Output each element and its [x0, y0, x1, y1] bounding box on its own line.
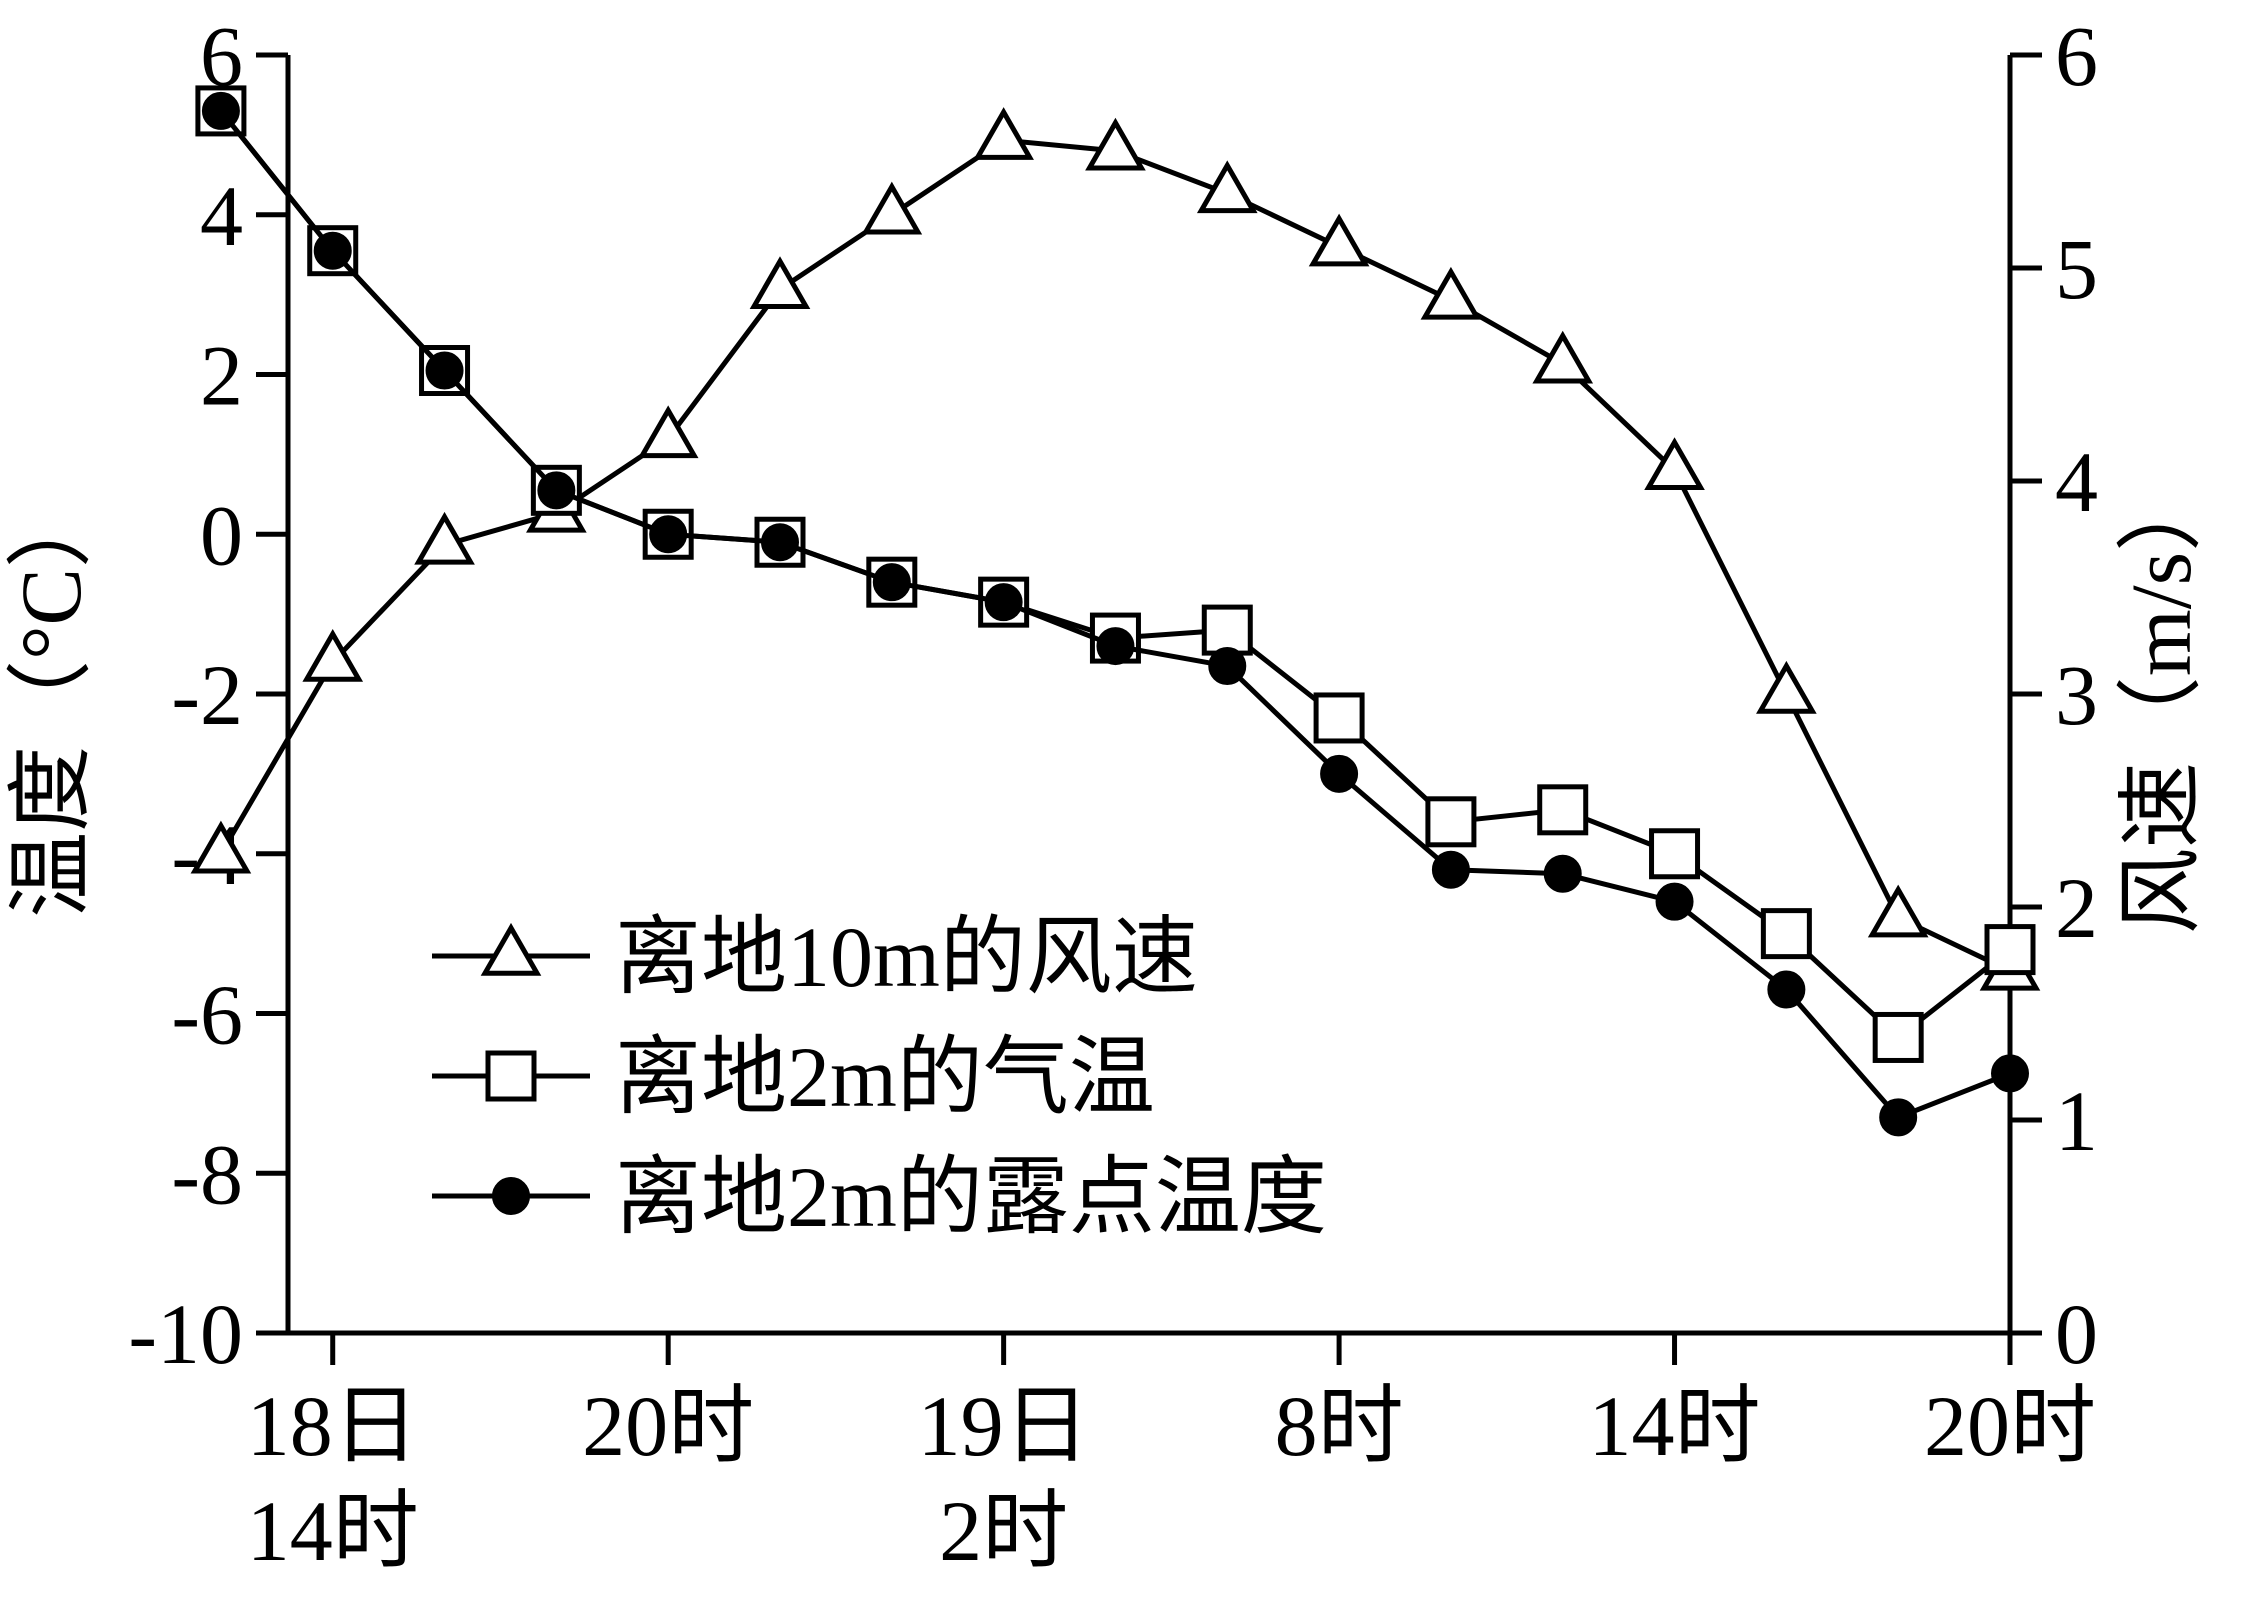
x-tick-label: 8时 — [1275, 1378, 1404, 1474]
data-point — [1201, 604, 1253, 656]
y-tick-label-right: 5 — [2055, 221, 2098, 317]
data-point — [1308, 213, 1370, 267]
data-point — [1532, 330, 1594, 384]
data-point — [1543, 854, 1582, 893]
legend-entry: 离地2m的气温 — [432, 1029, 1155, 1125]
data-point — [190, 820, 252, 874]
legend-label: 离地2m的气温 — [615, 1029, 1155, 1125]
y-axis-title-left: 温度（°C） — [3, 482, 99, 918]
data-point — [201, 91, 240, 130]
data-point — [302, 628, 364, 682]
ticks: 6420-2-4-6-8-10654321018日14时20时19日2时8时14… — [128, 8, 2098, 1579]
data-point — [1984, 924, 2036, 976]
axes — [285, 55, 2013, 1336]
x-tick-label: 14时 — [247, 1483, 419, 1579]
y-tick-label-right: 2 — [2055, 860, 2098, 956]
legend-marker — [480, 922, 542, 976]
data-point — [1313, 692, 1365, 744]
x-tick-label: 14时 — [1589, 1378, 1761, 1474]
y-tick-label-right: 6 — [2055, 8, 2098, 104]
y-tick-label-left: -8 — [171, 1126, 243, 1222]
data-point — [537, 471, 576, 510]
y-tick-label-left: -6 — [171, 967, 243, 1063]
series — [190, 85, 2041, 1137]
data-point — [425, 351, 464, 390]
y-axis-title-right: 风速（m/s） — [2113, 466, 2209, 934]
series-dew-point-2m — [201, 91, 2029, 1137]
y-tick-label-left: 0 — [200, 487, 243, 583]
data-point — [414, 511, 475, 565]
x-tick-label: 2时 — [939, 1483, 1068, 1579]
data-point — [1767, 970, 1806, 1009]
x-tick-label: 20时 — [1924, 1378, 2096, 1474]
legend-entry: 离地10m的风速 — [432, 909, 1198, 1005]
x-tick-label: 19日 — [918, 1378, 1090, 1474]
data-point — [1537, 784, 1589, 836]
y-tick-label-left: -2 — [171, 647, 243, 743]
series-line — [218, 137, 2012, 974]
data-point — [1872, 1011, 1924, 1063]
data-point — [761, 523, 799, 562]
data-point — [1644, 437, 1705, 491]
data-point — [1649, 828, 1701, 880]
data-point — [1208, 647, 1247, 686]
y-tick-label-left: 4 — [200, 168, 243, 264]
series-wind-speed-10m — [190, 107, 2041, 991]
data-point — [872, 563, 911, 602]
x-tick-label: 20时 — [582, 1378, 754, 1474]
data-point — [861, 181, 923, 235]
series-line — [218, 109, 2012, 1040]
y-tick-label-right: 4 — [2055, 434, 2098, 530]
data-point — [1431, 850, 1470, 889]
y-tick-label-left: 2 — [200, 328, 243, 424]
legend-label: 离地2m的露点温度 — [615, 1149, 1327, 1245]
y-tick-label-right: 1 — [2055, 1073, 2098, 1169]
y-tick-label-right: 3 — [2055, 647, 2098, 743]
legend-marker — [492, 1177, 530, 1215]
legend-label: 离地10m的风速 — [615, 909, 1198, 1005]
data-point — [1991, 1054, 2029, 1093]
legend-entry: 离地2m的露点温度 — [432, 1149, 1327, 1245]
data-point — [637, 405, 699, 459]
data-point — [1425, 796, 1477, 848]
data-point — [1879, 1098, 1918, 1137]
legend-marker — [485, 1050, 537, 1102]
data-point — [649, 515, 688, 554]
data-point — [1096, 627, 1135, 666]
data-point — [1760, 908, 1812, 960]
data-point — [1867, 884, 1929, 938]
data-point — [1320, 754, 1359, 793]
x-tick-label: 18日 — [247, 1378, 419, 1474]
data-point — [1196, 160, 1258, 214]
y-tick-label-right: 0 — [2055, 1286, 2098, 1382]
data-point — [1420, 266, 1482, 320]
data-point — [313, 231, 352, 270]
data-point — [749, 256, 811, 309]
y-tick-label-left: -10 — [128, 1286, 243, 1382]
data-point — [984, 583, 1023, 622]
data-point — [1085, 117, 1146, 171]
data-point — [1756, 660, 1817, 714]
data-point — [973, 107, 1034, 160]
data-point — [1655, 882, 1694, 921]
